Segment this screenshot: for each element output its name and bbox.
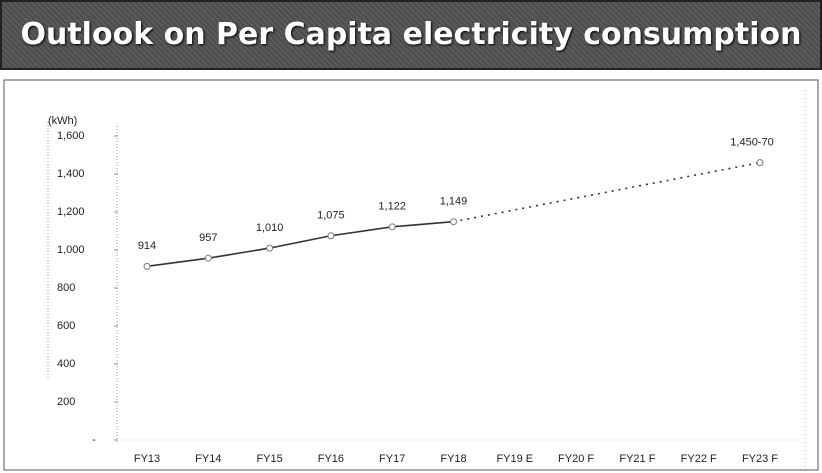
point	[204, 254, 212, 262]
y-tick-label: 400	[57, 358, 75, 370]
x-tick-label: FY18	[440, 453, 466, 465]
point	[756, 159, 764, 167]
data-label: 1,149	[440, 196, 468, 208]
point	[266, 244, 274, 252]
data-label: 957	[199, 232, 217, 244]
y-tick-label: 1,200	[57, 206, 85, 218]
data-label: 1,075	[317, 210, 345, 222]
y-tick-label: 1,400	[57, 168, 85, 180]
x-tick-label: FY16	[318, 453, 344, 465]
point	[450, 218, 457, 226]
y-tick-label: 800	[57, 282, 75, 294]
title-banner: Outlook on Per Capita electricity consum…	[0, 0, 822, 70]
x-tick-label: FY23 F	[742, 453, 778, 465]
y-tick-label: 1,000	[57, 244, 85, 256]
y-unit: (kWh)	[48, 115, 77, 127]
data-label: 1,450-70	[730, 137, 773, 149]
x-tick-label: FY15	[256, 453, 282, 465]
y-tick-label: -	[92, 434, 96, 446]
point	[143, 262, 151, 270]
data-label: 1,122	[378, 201, 406, 213]
y-tick-label: 600	[57, 320, 75, 332]
line-actual	[146, 220, 454, 268]
x-tick-label: FY22 F	[681, 453, 717, 465]
x-tick-label: FY14	[195, 453, 221, 465]
y-tick-label: 200	[57, 396, 75, 408]
point	[388, 223, 396, 231]
frame	[3, 79, 819, 471]
x-tick-label: FY19 E	[496, 453, 533, 465]
data-label: 1,010	[256, 222, 284, 234]
x-tick-label: FY21 F	[619, 453, 655, 465]
chart: (kWh) - 200 400 600 800 1,000 1,200 1,400 1,600 F…	[3, 79, 819, 471]
x-tick-label: FY13	[134, 453, 160, 465]
data-label: 914	[138, 240, 156, 252]
x-tick-label: FY20 F	[558, 453, 594, 465]
y-tick-label: 1,600	[57, 130, 85, 142]
line-outlook	[453, 161, 761, 223]
x-tick-label: FY17	[379, 453, 405, 465]
point	[327, 232, 335, 240]
